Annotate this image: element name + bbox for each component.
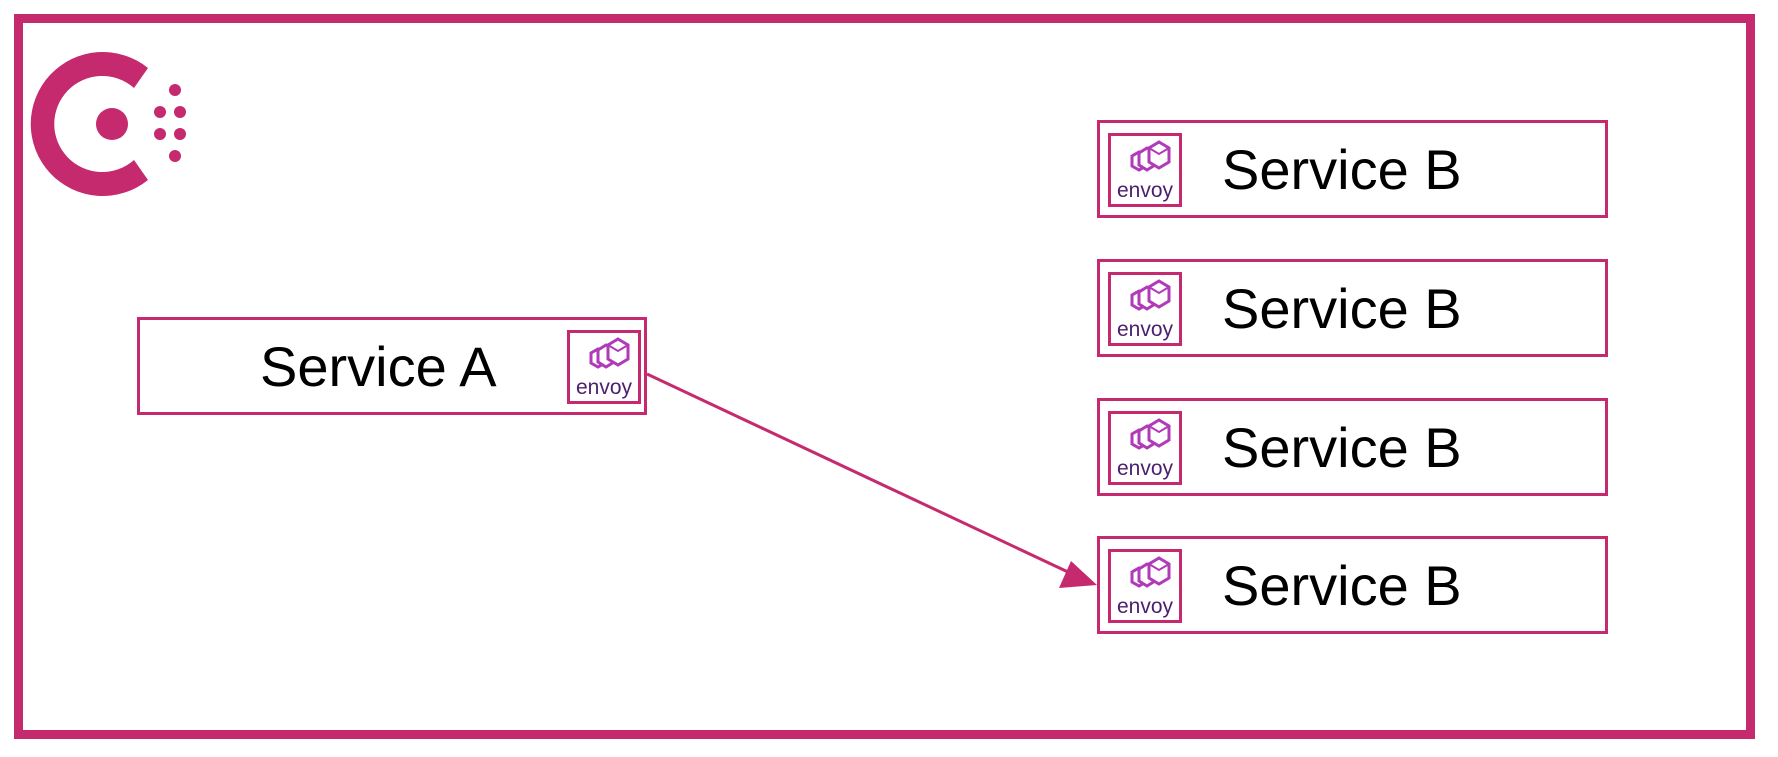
service-a-label: Service A (260, 335, 497, 398)
service-b-label: Service B (1222, 554, 1462, 617)
service-b-box: envoy Service B (1097, 120, 1608, 218)
envoy-label: envoy (1116, 318, 1174, 341)
diagram-frame (14, 14, 1755, 739)
consul-logo-icon (30, 52, 186, 196)
service-b-envoy-badge: envoy (1108, 549, 1182, 623)
service-b-box: envoy Service B (1097, 536, 1608, 634)
envoy-label: envoy (575, 376, 633, 399)
envoy-icon (1130, 140, 1171, 172)
service-b-envoy-badge: envoy (1108, 133, 1182, 207)
envoy-label: envoy (1116, 595, 1174, 618)
service-b-box: envoy Service B (1097, 259, 1608, 357)
service-a-envoy-badge: envoy (567, 330, 641, 404)
service-b-label: Service B (1222, 416, 1462, 479)
service-b-label: Service B (1222, 138, 1462, 201)
service-b-envoy-badge: envoy (1108, 411, 1182, 485)
envoy-label: envoy (1116, 179, 1174, 202)
envoy-label: envoy (1116, 457, 1174, 480)
envoy-icon (589, 337, 630, 369)
service-b-label: Service B (1222, 277, 1462, 340)
service-a-box: Service A envoy (137, 317, 647, 415)
service-b-envoy-badge: envoy (1108, 272, 1182, 346)
envoy-icon (1130, 418, 1171, 450)
envoy-icon (1130, 556, 1171, 588)
service-b-box: envoy Service B (1097, 398, 1608, 496)
envoy-icon (1130, 279, 1171, 311)
